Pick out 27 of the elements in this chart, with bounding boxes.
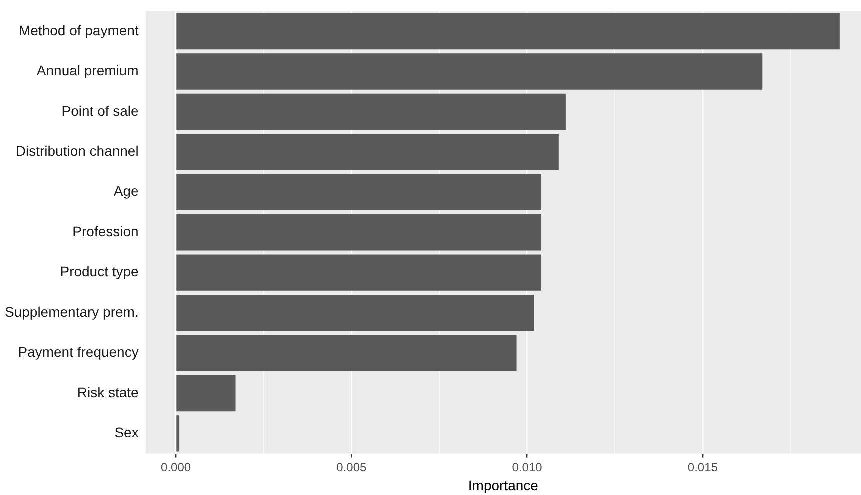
bar [176, 94, 566, 130]
y-tick-label: Sex [114, 424, 139, 441]
bar [176, 375, 236, 412]
y-tick-label: Payment frequency [18, 344, 139, 360]
y-tick-label: Age [114, 183, 140, 200]
y-tick-label: Annual premium [36, 62, 139, 79]
bar [176, 54, 763, 90]
bar [176, 335, 517, 372]
y-tick-label: Supplementary prem. [4, 304, 139, 320]
y-tick-label: Distribution channel [16, 143, 139, 160]
bar [176, 416, 180, 452]
x-tick-label: 0.010 [512, 460, 543, 474]
bar [176, 254, 542, 291]
y-tick-label: Profession [72, 223, 139, 240]
bar [176, 134, 559, 170]
x-tick-label: 0.005 [336, 460, 368, 474]
x-axis-title: Importance [468, 477, 539, 494]
y-tick-label: Product type [60, 264, 140, 280]
bar [176, 294, 534, 332]
y-tick-label: Method of payment [18, 22, 139, 38]
x-tick-label: 0.000 [161, 460, 192, 474]
bar [176, 174, 542, 210]
y-tick-label: Point of sale [62, 102, 140, 119]
bar [176, 13, 840, 50]
y-tick-label: Risk state [77, 384, 140, 400]
x-tick-label: 0.015 [688, 460, 718, 474]
bar [176, 214, 542, 251]
